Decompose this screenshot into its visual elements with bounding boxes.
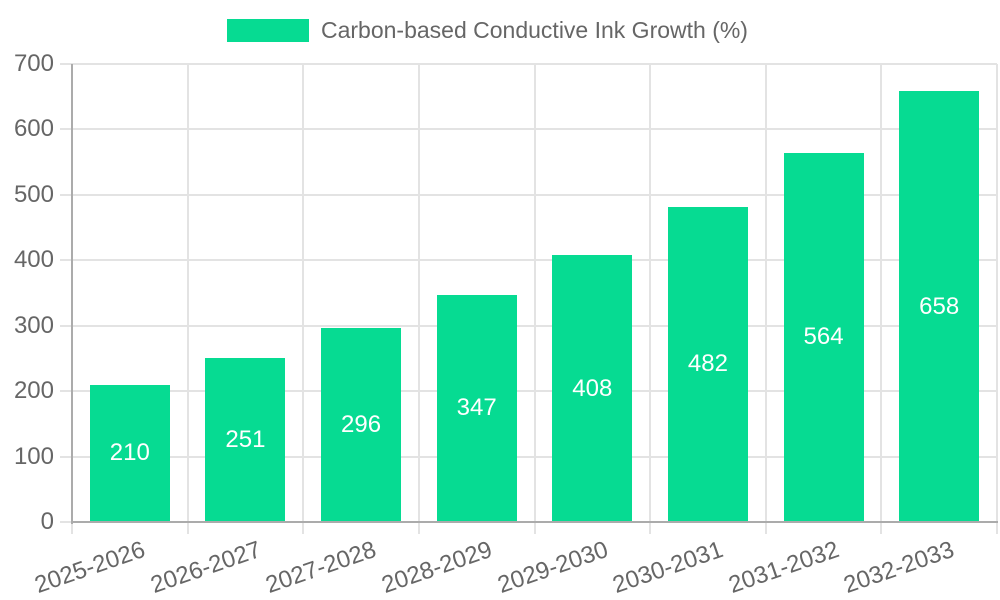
- x-gridline: [533, 64, 536, 522]
- y-tick-label: 600: [13, 115, 54, 143]
- x-gridline: [649, 64, 652, 522]
- y-axis-line: [71, 64, 73, 524]
- bar-value-label: 408: [572, 374, 613, 402]
- x-tick: [649, 522, 652, 534]
- x-gridline: [186, 64, 189, 522]
- x-tick-label: 2028-2029: [378, 536, 496, 599]
- bar-value-label: 251: [225, 425, 266, 453]
- y-tick-label: 0: [40, 508, 54, 535]
- bar: [436, 294, 517, 522]
- x-gridline: [764, 64, 767, 522]
- bar-value-label: 564: [803, 323, 844, 351]
- bar: [89, 384, 170, 522]
- x-gridline: [996, 64, 998, 522]
- bar-value-label: 658: [919, 292, 960, 320]
- x-tick: [186, 522, 189, 534]
- x-gridline: [417, 64, 420, 522]
- x-tick: [71, 522, 73, 534]
- bar-value-label: 347: [456, 394, 497, 422]
- y-tick-label: 500: [13, 180, 54, 208]
- bar-value-label: 482: [687, 350, 728, 378]
- y-tick: [60, 193, 72, 196]
- y-tick: [60, 259, 72, 262]
- legend-label: Carbon-based Conductive Ink Growth (%): [321, 17, 748, 43]
- x-tick-label: 2029-2030: [493, 536, 612, 599]
- x-tick-label: 2025-2026: [31, 536, 149, 599]
- x-gridline: [880, 64, 883, 522]
- x-tick-label: 2032-2033: [840, 536, 958, 599]
- y-tick-label: 200: [13, 377, 54, 405]
- y-tick: [60, 521, 72, 523]
- legend-swatch: [227, 19, 309, 42]
- bar-value-label: 296: [341, 411, 382, 439]
- bar-value-label: 210: [109, 439, 150, 467]
- x-tick-label: 2027-2028: [262, 536, 380, 599]
- x-gridline: [302, 64, 305, 522]
- x-tick: [880, 522, 883, 534]
- bar: [205, 357, 286, 522]
- bar: [667, 206, 748, 522]
- x-tick: [996, 522, 998, 534]
- y-tick-label: 400: [13, 246, 54, 274]
- x-axis-line: [71, 521, 998, 523]
- legend[interactable]: Carbon-based Conductive Ink Growth (%): [227, 17, 748, 44]
- x-tick: [302, 522, 305, 534]
- y-tick-label: 100: [13, 442, 54, 470]
- y-tick: [60, 455, 72, 458]
- y-tick: [60, 63, 72, 65]
- x-tick: [764, 522, 767, 534]
- bar: [783, 152, 864, 522]
- y-tick: [60, 324, 72, 327]
- y-tick-label: 300: [13, 311, 54, 339]
- x-tick-label: 2030-2031: [609, 536, 727, 599]
- x-tick-label: 2026-2027: [146, 536, 265, 599]
- x-tick-label: 2031-2032: [725, 536, 843, 599]
- bar: [899, 91, 980, 522]
- x-tick: [533, 522, 536, 534]
- y-tick: [60, 128, 72, 131]
- bar: [552, 255, 633, 522]
- bar: [321, 328, 402, 522]
- y-tick-label: 700: [13, 50, 54, 77]
- x-tick: [417, 522, 420, 534]
- y-tick: [60, 390, 72, 393]
